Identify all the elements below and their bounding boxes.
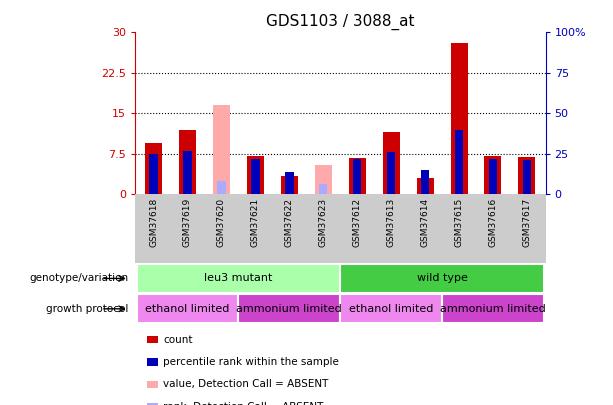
Text: GSM37618: GSM37618 [149, 198, 158, 247]
Text: GSM37617: GSM37617 [522, 198, 531, 247]
Bar [349, 158, 366, 194]
Bar [281, 175, 298, 194]
Bar [213, 105, 230, 194]
Bar [145, 143, 162, 194]
Text: growth protocol: growth protocol [47, 304, 129, 314]
Bar [383, 132, 400, 194]
Text: rank, Detection Call = ABSENT: rank, Detection Call = ABSENT [163, 402, 324, 405]
Text: count: count [163, 335, 192, 345]
Text: leu3 mutant: leu3 mutant [204, 273, 273, 283]
Text: GSM37613: GSM37613 [387, 198, 395, 247]
Text: GSM37620: GSM37620 [217, 198, 226, 247]
Bar [137, 264, 340, 293]
Text: GSM37619: GSM37619 [183, 198, 192, 247]
Text: value, Detection Call = ABSENT: value, Detection Call = ABSENT [163, 379, 329, 389]
Bar [417, 178, 433, 194]
Text: GSM37615: GSM37615 [454, 198, 463, 247]
Bar [519, 157, 535, 194]
Bar [451, 43, 468, 194]
Bar [238, 294, 340, 323]
Text: ammonium limited: ammonium limited [440, 304, 546, 314]
Title: GDS1103 / 3088_at: GDS1103 / 3088_at [266, 13, 414, 30]
Bar [251, 159, 259, 194]
Bar [484, 156, 501, 194]
Text: GSM37612: GSM37612 [352, 198, 362, 247]
Text: genotype/variation: genotype/variation [29, 273, 129, 283]
Text: wild type: wild type [417, 273, 468, 283]
Bar [137, 294, 238, 323]
Text: ethanol limited: ethanol limited [145, 304, 230, 314]
Bar [353, 159, 362, 194]
Text: GSM37622: GSM37622 [285, 198, 294, 247]
Bar [179, 130, 196, 194]
Text: GSM37614: GSM37614 [421, 198, 430, 247]
Text: ethanol limited: ethanol limited [349, 304, 433, 314]
Bar [340, 264, 544, 293]
Bar [183, 151, 192, 194]
Bar [489, 159, 497, 194]
Bar [340, 294, 442, 323]
Bar [150, 154, 158, 194]
Bar [523, 160, 531, 194]
Text: ammonium limited: ammonium limited [237, 304, 342, 314]
Bar [247, 156, 264, 194]
Bar [217, 181, 226, 194]
Text: GSM37623: GSM37623 [319, 198, 328, 247]
Bar [387, 152, 395, 194]
Bar [421, 170, 429, 194]
Text: GSM37621: GSM37621 [251, 198, 260, 247]
Bar [442, 294, 544, 323]
Bar [319, 184, 327, 194]
Text: GSM37616: GSM37616 [489, 198, 498, 247]
Bar [285, 172, 294, 194]
Bar [314, 165, 332, 194]
Bar [455, 130, 463, 194]
Text: percentile rank within the sample: percentile rank within the sample [163, 357, 339, 367]
